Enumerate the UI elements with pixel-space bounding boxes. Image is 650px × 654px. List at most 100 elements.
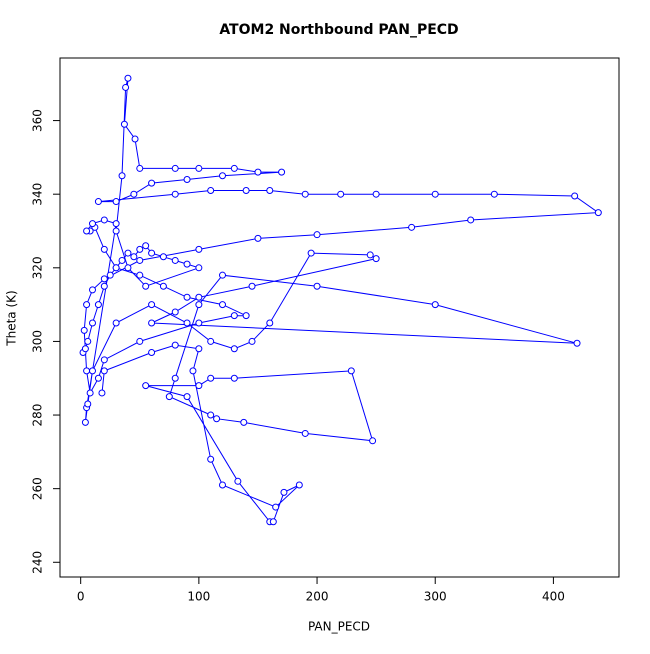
y-tick-label: 240 xyxy=(31,551,45,574)
data-point xyxy=(219,301,226,309)
data-point xyxy=(122,83,130,91)
data-point xyxy=(207,455,215,463)
plot-frame xyxy=(59,57,620,578)
data-point xyxy=(183,175,191,183)
data-point xyxy=(159,253,167,261)
data-point xyxy=(230,374,238,382)
data-point xyxy=(118,172,126,180)
data-point xyxy=(431,301,439,309)
data-point xyxy=(100,275,108,283)
data-point xyxy=(301,429,309,437)
data-point xyxy=(571,192,579,200)
data-point xyxy=(372,255,380,263)
data-point xyxy=(240,418,248,426)
data-point xyxy=(242,187,250,195)
data-point xyxy=(230,345,238,353)
data-point xyxy=(369,437,377,445)
data-point xyxy=(313,282,321,290)
data-point xyxy=(254,168,262,176)
y-tick-label: 280 xyxy=(31,404,45,427)
data-point xyxy=(467,216,475,224)
data-point xyxy=(171,256,179,264)
data-point xyxy=(136,256,144,264)
data-point xyxy=(118,256,126,264)
data-point xyxy=(89,220,96,228)
data-point xyxy=(347,367,355,375)
data-point xyxy=(219,271,226,279)
data-point xyxy=(83,367,91,375)
data-point xyxy=(136,271,144,279)
data-point xyxy=(94,198,102,206)
x-tick-label: 100 xyxy=(187,590,210,604)
data-point xyxy=(148,319,156,327)
data-point xyxy=(165,393,173,401)
chart-title: ATOM2 Northbound PAN_PECD xyxy=(219,22,458,38)
data-point xyxy=(266,187,274,195)
y-tick-label: 340 xyxy=(31,183,45,206)
data-point xyxy=(124,249,132,257)
data-point xyxy=(136,337,144,345)
data-point xyxy=(94,374,102,382)
data-point xyxy=(301,190,309,198)
data-point xyxy=(124,264,132,272)
data-point xyxy=(266,319,274,327)
data-point xyxy=(248,337,256,345)
data-point xyxy=(213,415,221,423)
data-point xyxy=(130,190,138,198)
y-tick-label: 320 xyxy=(31,256,45,279)
data-point xyxy=(81,345,89,353)
data-point xyxy=(195,264,203,272)
data-point xyxy=(124,74,132,82)
data-point xyxy=(183,260,191,268)
data-point xyxy=(280,488,288,496)
y-tick-label: 260 xyxy=(31,477,45,500)
x-axis-label: PAN_PECD xyxy=(308,620,370,634)
data-point xyxy=(242,312,250,320)
x-tick-label: 200 xyxy=(306,590,329,604)
data-point xyxy=(195,245,203,253)
data-point xyxy=(183,293,191,301)
x-tick-label: 0 xyxy=(77,590,85,604)
data-point xyxy=(94,301,102,309)
data-point xyxy=(183,393,191,401)
data-point xyxy=(431,190,439,198)
data-point xyxy=(248,282,256,290)
data-line xyxy=(82,78,600,523)
data-point xyxy=(195,319,203,327)
data-point xyxy=(80,326,88,334)
data-point xyxy=(269,518,277,526)
y-axis-label: Theta (K) xyxy=(5,290,19,346)
data-point xyxy=(490,190,498,198)
data-point xyxy=(89,367,96,375)
data-point xyxy=(195,164,203,172)
data-point xyxy=(594,209,602,217)
data-point xyxy=(84,400,92,408)
data-point xyxy=(142,382,150,390)
data-point xyxy=(189,367,197,375)
data-point xyxy=(89,286,96,294)
data-point xyxy=(207,374,215,382)
data-point xyxy=(272,503,280,511)
data-point xyxy=(89,319,96,327)
data-point xyxy=(112,227,120,235)
data-point xyxy=(307,249,315,257)
data-point xyxy=(142,242,150,250)
data-point xyxy=(372,190,380,198)
x-tick-label: 400 xyxy=(542,590,565,604)
y-tick-label: 360 xyxy=(31,109,45,132)
data-point xyxy=(148,179,156,187)
data-point xyxy=(106,271,114,279)
data-point xyxy=(195,293,203,301)
data-point xyxy=(148,249,156,257)
data-point xyxy=(142,282,150,290)
data-point xyxy=(98,389,106,397)
data-point xyxy=(295,481,303,489)
data-point xyxy=(100,356,108,364)
data-point xyxy=(313,231,321,239)
data-point xyxy=(171,308,179,316)
data-point xyxy=(230,164,238,172)
data-point xyxy=(100,367,108,375)
data-point xyxy=(148,301,156,309)
data-point xyxy=(195,382,203,390)
